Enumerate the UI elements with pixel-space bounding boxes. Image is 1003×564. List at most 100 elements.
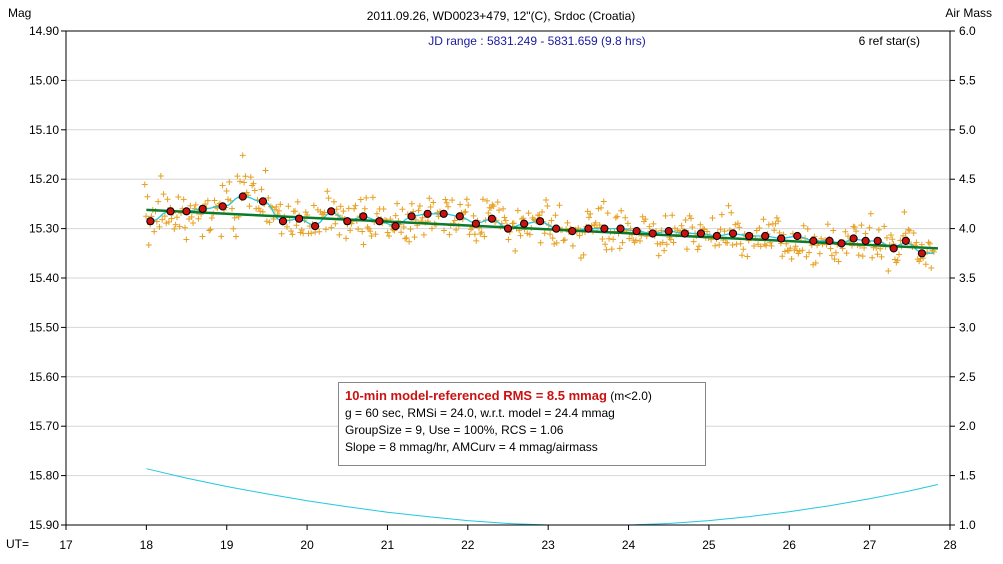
rms-line: 10-min model-referenced RMS = 8.5 mmag (… bbox=[345, 387, 699, 405]
axis-ticks: 17 18 19 20 21 22 23 24 25 26 27 28 14.90 15.00 15.10 1… bbox=[29, 24, 976, 552]
raw-point bbox=[208, 215, 215, 222]
y-tick-label: 15.90 bbox=[29, 518, 59, 532]
binned-point bbox=[278, 217, 288, 226]
raw-point bbox=[599, 236, 606, 243]
raw-point bbox=[144, 193, 151, 200]
y-tick-label: 15.00 bbox=[29, 73, 59, 87]
raw-point bbox=[330, 198, 337, 205]
raw-point bbox=[775, 218, 782, 225]
binned-point bbox=[536, 217, 545, 226]
binned-point bbox=[632, 227, 641, 236]
binned-point bbox=[198, 204, 207, 213]
raw-point bbox=[855, 252, 862, 259]
raw-point bbox=[906, 227, 913, 234]
y-tick-label: 15.20 bbox=[29, 172, 59, 186]
raw-point bbox=[420, 231, 427, 238]
x-tick-label: 26 bbox=[783, 538, 797, 552]
raw-point bbox=[728, 209, 735, 216]
raw-point bbox=[322, 226, 329, 233]
raw-point bbox=[576, 232, 583, 239]
raw-point bbox=[517, 232, 524, 239]
raw-point bbox=[751, 242, 758, 249]
raw-point bbox=[180, 196, 187, 203]
y-tick-label: 15.10 bbox=[29, 123, 59, 137]
binned-point bbox=[809, 236, 818, 245]
binned-point bbox=[487, 214, 496, 223]
raw-point bbox=[592, 219, 599, 226]
raw-point bbox=[494, 199, 501, 206]
raw-point bbox=[740, 246, 747, 253]
y2-tick-label: 1.0 bbox=[959, 518, 976, 532]
raw-point bbox=[901, 208, 908, 215]
raw-point bbox=[473, 237, 480, 244]
raw-point bbox=[547, 231, 554, 238]
raw-point bbox=[351, 205, 358, 212]
x-tick-label: 17 bbox=[59, 538, 73, 552]
raw-point bbox=[913, 239, 920, 246]
raw-point bbox=[332, 220, 339, 227]
raw-point bbox=[199, 233, 206, 240]
binned-point bbox=[616, 224, 625, 233]
raw-point bbox=[694, 246, 701, 253]
raw-point bbox=[298, 226, 305, 233]
raw-point bbox=[171, 225, 178, 232]
raw-point bbox=[569, 242, 576, 249]
raw-point bbox=[259, 208, 266, 215]
raw-point bbox=[176, 223, 183, 230]
trend-line bbox=[146, 208, 939, 250]
x-tick-label: 27 bbox=[863, 538, 877, 552]
binned-point bbox=[343, 217, 352, 226]
raw-point bbox=[275, 207, 282, 214]
raw-point bbox=[463, 196, 470, 203]
binned-point bbox=[761, 231, 770, 241]
raw-point bbox=[553, 239, 560, 246]
x-tick-label: 21 bbox=[381, 538, 395, 552]
raw-point bbox=[543, 197, 550, 204]
raw-point bbox=[183, 236, 190, 243]
raw-point bbox=[896, 251, 903, 258]
raw-point bbox=[308, 230, 315, 237]
binned-point bbox=[258, 197, 267, 206]
raw-point bbox=[502, 217, 509, 224]
raw-point bbox=[858, 222, 865, 229]
raw-point bbox=[874, 251, 881, 258]
y2-tick-label: 4.5 bbox=[959, 172, 976, 186]
raw-point bbox=[785, 247, 792, 254]
binned-point bbox=[166, 207, 175, 216]
raw-point bbox=[415, 207, 422, 214]
binned-point bbox=[728, 229, 738, 238]
y2-tick-label: 5.0 bbox=[959, 123, 976, 137]
raw-point bbox=[763, 242, 770, 249]
binned-point bbox=[391, 222, 400, 231]
raw-point bbox=[325, 195, 332, 202]
raw-point bbox=[512, 248, 519, 255]
raw-point bbox=[151, 228, 158, 235]
raw-point bbox=[265, 194, 272, 201]
raw-point bbox=[441, 227, 448, 234]
raw-point bbox=[373, 210, 380, 217]
binned-point bbox=[873, 236, 882, 245]
raw-point bbox=[163, 220, 170, 227]
binned-point bbox=[837, 239, 846, 248]
raw-point bbox=[453, 226, 460, 233]
y-tick-label: 14.90 bbox=[29, 24, 59, 38]
raw-point bbox=[297, 229, 304, 236]
binned-point bbox=[520, 219, 529, 228]
raw-point bbox=[661, 247, 668, 254]
raw-point bbox=[247, 174, 254, 181]
raw-point bbox=[155, 198, 162, 205]
raw-point bbox=[369, 194, 376, 201]
raw-point bbox=[669, 212, 676, 219]
raw-point bbox=[188, 213, 195, 220]
raw-point bbox=[721, 228, 728, 235]
raw-point bbox=[577, 255, 584, 262]
ref-stars-label: 6 ref star(s) bbox=[859, 34, 920, 48]
binned-point bbox=[849, 234, 858, 243]
raw-point bbox=[683, 246, 690, 253]
binned-point bbox=[182, 207, 191, 216]
raw-point bbox=[394, 200, 401, 207]
binned-point bbox=[327, 207, 336, 216]
raw-point bbox=[384, 229, 391, 236]
raw-point bbox=[400, 223, 407, 230]
